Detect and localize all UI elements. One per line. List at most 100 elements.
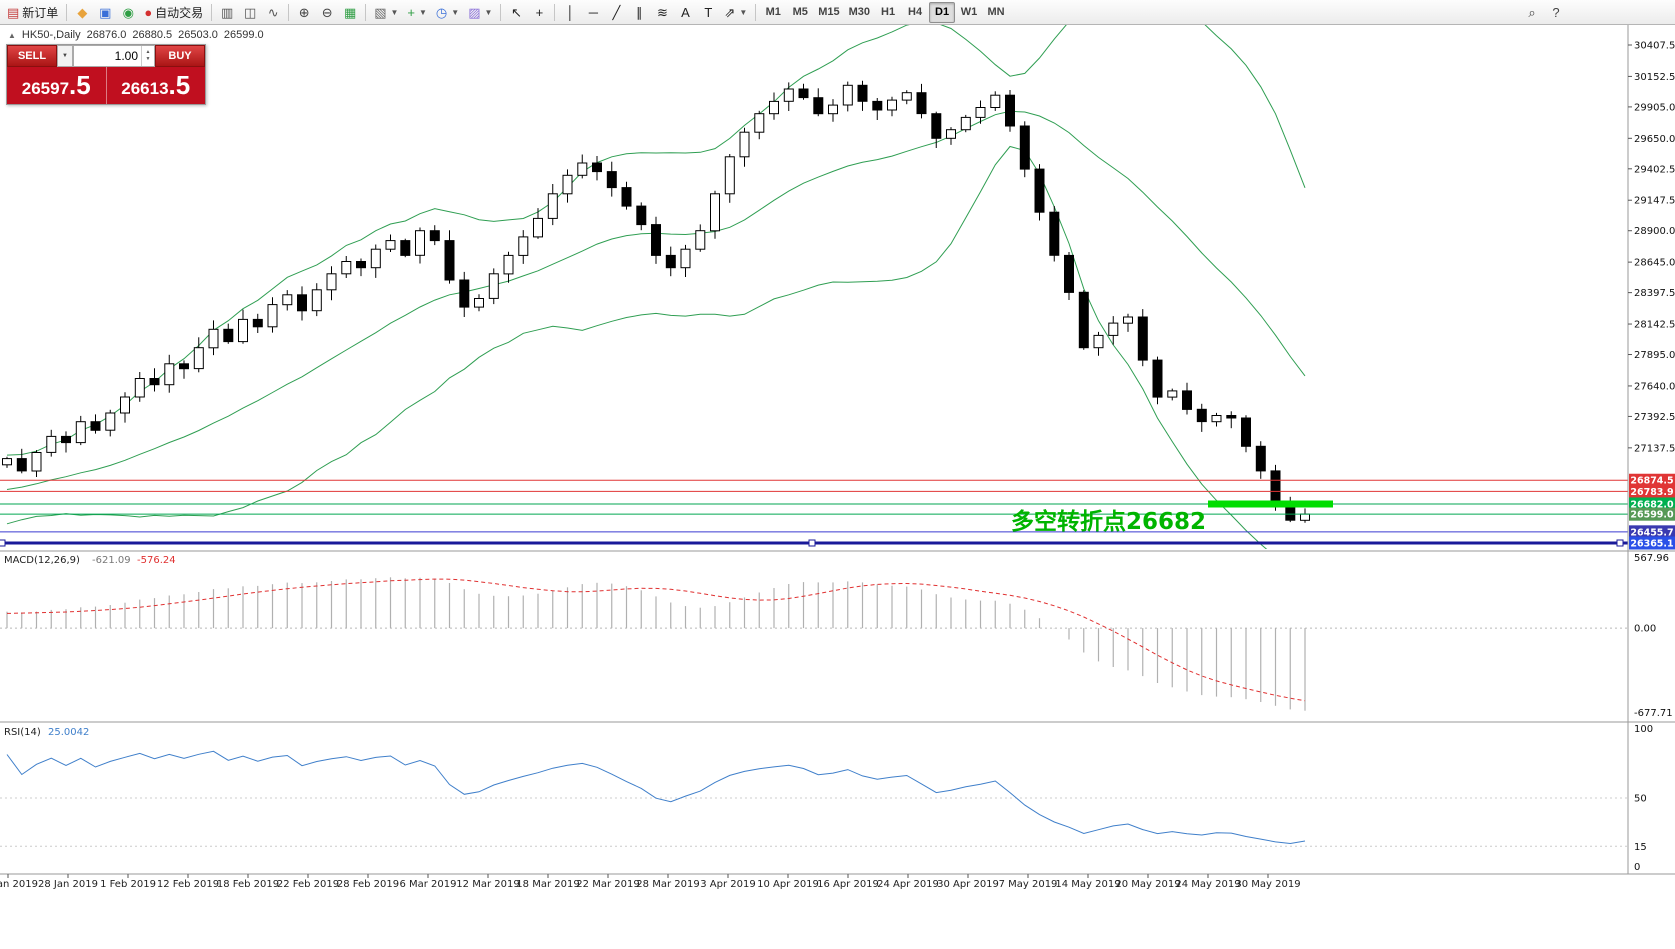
buy-price[interactable]: 26613.5 — [107, 67, 206, 104]
new-order-button[interactable]: ▤ 新订单 — [3, 2, 62, 23]
svg-text:22 Mar 2019: 22 Mar 2019 — [576, 879, 639, 890]
svg-text:26365.1: 26365.1 — [1630, 539, 1673, 550]
rsi-panel: RSI(14) 25.0042 100 50 15 0 — [0, 724, 1653, 873]
svg-text:28645.0: 28645.0 — [1634, 258, 1675, 269]
market-watch-icon[interactable]: ◆ — [71, 2, 93, 23]
line-chart-icon[interactable]: ∿ — [262, 2, 284, 23]
volume-decrease-button[interactable]: ▼ — [145, 56, 151, 62]
svg-text:6 Mar 2019: 6 Mar 2019 — [399, 879, 456, 890]
crosshair-icon: + — [535, 4, 544, 20]
timeframe-mn-button[interactable]: MN — [987, 6, 1005, 18]
auto-trading-button[interactable]: ● 自动交易 — [140, 2, 207, 23]
periods-icon-dropdown[interactable]: ▼ — [451, 7, 460, 17]
svg-text:15: 15 — [1634, 842, 1647, 853]
zoom-out-icon[interactable]: ⊖ — [316, 2, 338, 23]
candlestick-chart-icon[interactable]: ◫ — [239, 2, 261, 23]
chart-canvas[interactable]: 多空转折点26682 30407.5 30152.5 29905.0 29650.0 29… — [0, 25, 1675, 949]
timeframe-m1-button[interactable]: M1 — [765, 6, 781, 18]
svg-text:28142.5: 28142.5 — [1634, 320, 1675, 331]
panel-toggle-icon[interactable]: ▲ — [8, 30, 16, 40]
trendline-icon[interactable]: ╱ — [605, 2, 627, 23]
label-icon[interactable]: T — [697, 2, 719, 23]
horizontal-line-icon[interactable]: ─ — [582, 2, 604, 23]
sell-price-int: 26597 — [21, 79, 70, 98]
arrows-icon-dropdown[interactable]: ▼ — [739, 7, 748, 17]
data-window-icon[interactable]: ▣ — [94, 2, 116, 23]
timeframe-m15-button[interactable]: M15 — [818, 6, 840, 18]
help-icon[interactable]: ? — [1545, 2, 1567, 23]
arrange-windows-icon-dropdown[interactable]: ▼ — [390, 7, 399, 17]
toolbar-separator — [755, 3, 757, 21]
svg-text:-677.71: -677.71 — [1634, 708, 1673, 719]
fibonacci-icon[interactable]: ≋ — [651, 2, 673, 23]
indicators-icon[interactable]: + ▼ — [403, 2, 431, 23]
svg-text:12 Feb 2019: 12 Feb 2019 — [157, 879, 219, 890]
trendline-icon: ╱ — [612, 4, 621, 20]
timeframe-w1-button[interactable]: W1 — [960, 6, 978, 18]
svg-text:20 May 2019: 20 May 2019 — [1115, 879, 1180, 890]
text-icon: A — [681, 4, 690, 20]
timeframe-h1-button[interactable]: H1 — [881, 6, 896, 18]
channel-icon[interactable]: ∥ — [628, 2, 650, 23]
svg-text:0: 0 — [1634, 862, 1640, 873]
macd-signal-line — [6, 578, 1306, 702]
zoom-out-icon: ⊖ — [321, 4, 333, 20]
price-badge — [1629, 525, 1675, 539]
bar-chart-icon[interactable]: ▥ — [216, 2, 238, 23]
svg-text:100: 100 — [1634, 724, 1653, 735]
toolbar: ▤ 新订单 ◆ ▣ ◉ ● 自动交易 ▥ ◫ ∿ ⊕ ⊖ ▦ ▧ ▼ + ▼ ◷ ▼ ▨ ▼ ↖ + │ ─ ╱ ∥ ≋ A T ⇗ ▼ M1 M… — [0, 0, 1675, 25]
periods-icon[interactable]: ◷ ▼ — [432, 2, 463, 23]
arrange-windows-icon[interactable]: ▧ ▼ — [370, 2, 402, 23]
price-badge — [1629, 473, 1675, 487]
templates-icon-dropdown[interactable]: ▼ — [484, 7, 493, 17]
svg-text:24 May 2019: 24 May 2019 — [1175, 879, 1240, 890]
tile-windows-icon[interactable]: ▦ — [339, 2, 361, 23]
zoom-in-icon[interactable]: ⊕ — [293, 2, 315, 23]
chart-low-value: 26503.0 — [178, 29, 218, 41]
svg-text:28900.0: 28900.0 — [1634, 226, 1675, 237]
zoom-in-icon: ⊕ — [298, 4, 310, 20]
buy-button[interactable]: BUY — [155, 45, 205, 67]
indicators-icon-dropdown[interactable]: ▼ — [419, 7, 427, 17]
timeframe-m30-button[interactable]: M30 — [848, 6, 871, 18]
volume-field: ▲ ▼ — [73, 45, 155, 67]
chart-high-value: 26880.5 — [132, 29, 173, 41]
price-badge — [1629, 497, 1675, 511]
svg-text:30152.5: 30152.5 — [1634, 72, 1675, 83]
hline-handle[interactable] — [808, 539, 816, 547]
svg-text:7 May 2019: 7 May 2019 — [999, 879, 1058, 890]
rsi-line — [6, 750, 1306, 845]
volume-input[interactable] — [74, 46, 141, 66]
macd-label: MACD(12,26,9) — [4, 555, 80, 566]
templates-icon[interactable]: ▨ ▼ — [464, 2, 496, 23]
text-icon[interactable]: A — [674, 2, 696, 23]
svg-text:25.0042: 25.0042 — [48, 727, 89, 738]
svg-text:22 Feb 2019: 22 Feb 2019 — [277, 879, 339, 890]
chart-symbol-label: HK50-,Daily — [21, 29, 81, 41]
vertical-line-icon[interactable]: │ — [559, 2, 581, 23]
hline-handle[interactable] — [0, 539, 6, 547]
volume-increase-button[interactable]: ▲ — [145, 49, 151, 55]
timeframe-m5-button[interactable]: M5 — [792, 6, 808, 18]
turning-point-marker[interactable] — [1208, 500, 1333, 508]
navigator-icon[interactable]: ◉ — [117, 2, 139, 23]
svg-text:29402.5: 29402.5 — [1634, 164, 1675, 175]
horizontal-line-icon: ─ — [588, 4, 599, 20]
cursor-icon[interactable]: ↖ — [505, 2, 527, 23]
annotation-text[interactable]: 多空转折点26682 — [1011, 508, 1206, 535]
price-badge — [1629, 507, 1675, 521]
svg-text:28 Jan 2019: 28 Jan 2019 — [38, 879, 98, 890]
crosshair-icon[interactable]: + — [528, 2, 550, 23]
timeframe-h4-button[interactable]: H4 — [908, 6, 923, 18]
arrows-icon[interactable]: ⇗ ▼ — [720, 2, 751, 23]
svg-text:1 Feb 2019: 1 Feb 2019 — [100, 879, 156, 890]
search-icon[interactable]: ⌕ — [1521, 2, 1543, 23]
hline-handle[interactable] — [1616, 539, 1624, 547]
order-options-dropdown[interactable]: ▼ — [57, 45, 73, 67]
sell-button[interactable]: SELL — [7, 45, 57, 67]
sell-price[interactable]: 26597.5 — [7, 67, 107, 104]
buy-price-frac: .5 — [168, 70, 191, 100]
svg-text:28 Mar 2019: 28 Mar 2019 — [636, 879, 699, 890]
timeframe-d1-button[interactable]: D1 — [929, 1, 956, 23]
